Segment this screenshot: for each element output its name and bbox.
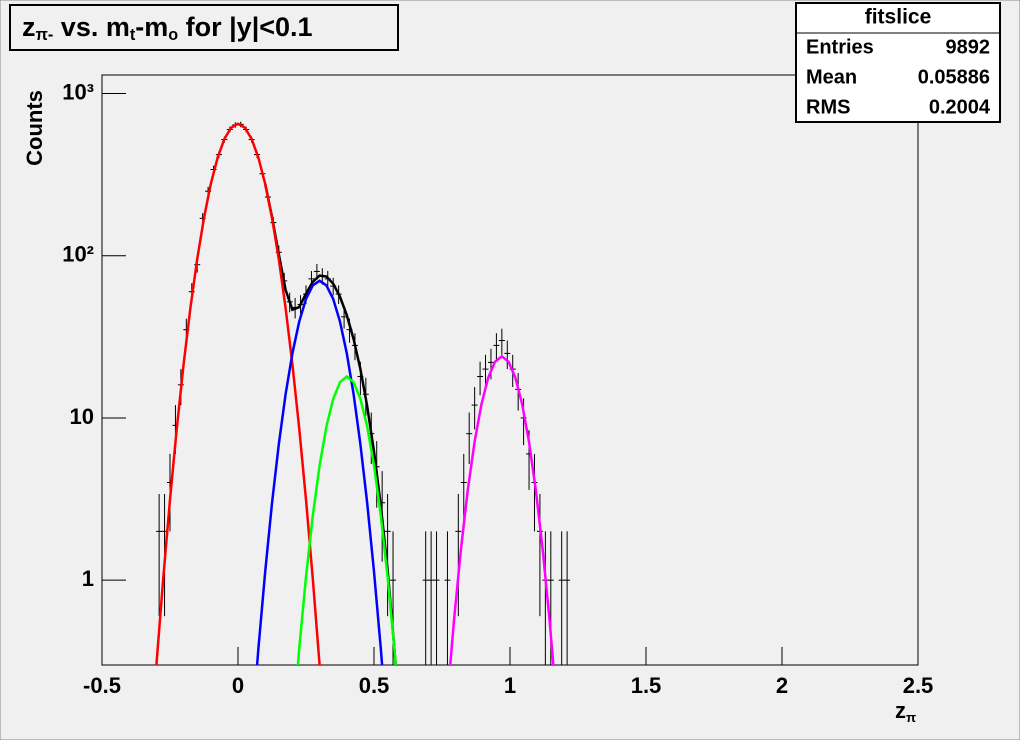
- subscript-text: t: [130, 26, 136, 44]
- x-tick-label: 1.5: [631, 673, 662, 698]
- stats-title: fitslice: [865, 6, 932, 29]
- fit-curve: [155, 122, 321, 665]
- plot-area: [155, 121, 571, 665]
- y-tick-label: 10³: [62, 79, 94, 104]
- y-axis-label: Counts: [22, 90, 47, 166]
- x-axis-label: zπ: [895, 698, 916, 726]
- stats-box: [795, 2, 1001, 123]
- text-segment: z: [22, 12, 36, 42]
- plot-frame: [101, 74, 919, 666]
- y-tick-label: 10: [70, 404, 94, 429]
- text-segment: vs. m: [53, 12, 130, 42]
- title-box: [9, 4, 399, 51]
- x-tick-label: -0.5: [83, 673, 121, 698]
- fit-curve: [263, 183, 397, 665]
- fit-curve: [448, 354, 555, 665]
- x-tick-label: 2: [776, 673, 788, 698]
- fit-curve: [255, 279, 384, 665]
- y-tick-label: 10²: [62, 242, 94, 267]
- stats-value: 9892: [946, 36, 991, 58]
- stats-label: Entries: [806, 36, 874, 58]
- subscript-text: π-: [36, 26, 54, 44]
- x-tick-label: 2.5: [903, 673, 934, 698]
- subscript-text: π: [906, 710, 916, 725]
- y-tick-label: 1: [82, 566, 94, 591]
- fit-curve: [296, 374, 397, 665]
- subscript-text: o: [168, 26, 178, 44]
- x-tick-label: 0.5: [359, 673, 390, 698]
- stats-label: RMS: [806, 96, 850, 118]
- stats-label: Mean: [806, 66, 857, 88]
- x-tick-label: 1: [504, 673, 516, 698]
- chart-title: zπ- vs. mt-mo for |y|<0.1: [22, 12, 313, 44]
- x-tick-label: 0: [232, 673, 244, 698]
- stats-value: 0.05886: [918, 66, 990, 88]
- text-segment: z: [895, 698, 906, 723]
- text-segment: for |y|<0.1: [178, 12, 312, 42]
- text-segment: -m: [135, 12, 168, 42]
- stats-value: 0.2004: [929, 96, 991, 118]
